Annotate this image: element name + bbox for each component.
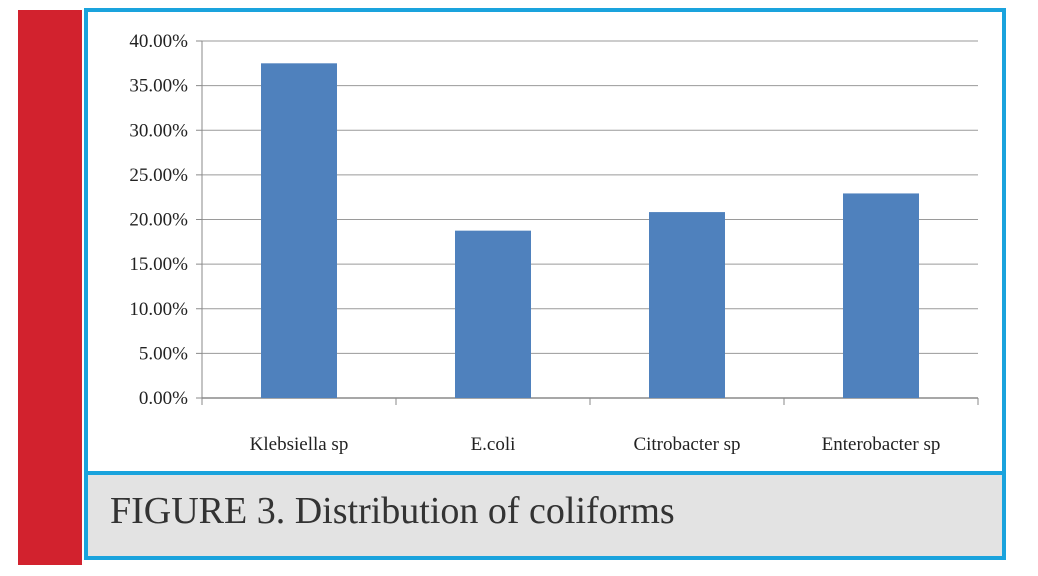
ytick-label-7: 35.00% — [129, 76, 188, 97]
xtick-label-3: Enterobacter sp — [822, 434, 941, 455]
bar-2 — [649, 212, 725, 398]
ytick-label-5: 25.00% — [129, 165, 188, 186]
xtick-label-2: Citrobacter sp — [633, 434, 740, 455]
xtick-label-0: Klebsiella sp — [250, 434, 349, 455]
figure-frame: 0.00% 5.00% 10.00% 15.00% 20.00% 25.00% 30.00%… — [84, 8, 1006, 560]
figure-caption: FIGURE 3. Distribution of coliforms — [110, 490, 675, 532]
ytick-label-8: 40.00% — [129, 31, 188, 52]
ytick-label-4: 20.00% — [129, 210, 188, 231]
ytick-label-0: 0.00% — [139, 388, 188, 409]
ytick-label-1: 5.00% — [139, 343, 188, 364]
xtick-label-1: E.coli — [471, 434, 516, 455]
bar-0 — [261, 63, 337, 398]
bar-chart: 0.00% 5.00% 10.00% 15.00% 20.00% 25.00% 30.00%… — [129, 31, 979, 455]
bar-3 — [843, 193, 919, 398]
ytick-label-3: 15.00% — [129, 254, 188, 275]
chart-area: 0.00% 5.00% 10.00% 15.00% 20.00% 25.00% 30.00%… — [88, 12, 1002, 471]
caption-box: FIGURE 3. Distribution of coliforms — [88, 471, 1002, 556]
ytick-label-6: 30.00% — [129, 120, 188, 141]
accent-bar — [18, 10, 82, 565]
bar-1 — [455, 230, 531, 398]
ytick-label-2: 10.00% — [129, 299, 188, 320]
